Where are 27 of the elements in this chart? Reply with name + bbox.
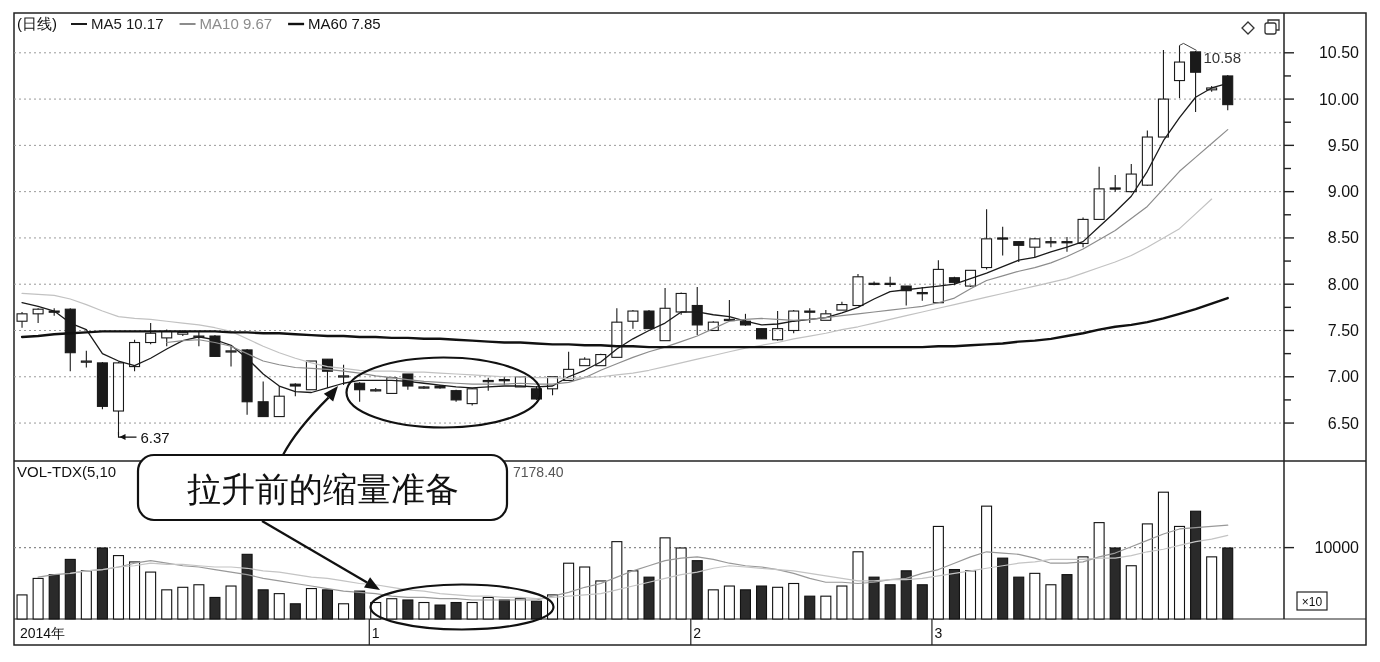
legend-item: MA10 9.67 [178,15,273,32]
text: 7178.40 [513,464,564,480]
legend-item: MA5 10.17 [70,15,164,32]
chart-title: (日线) [17,15,57,32]
x-tick-label: 3 [934,625,943,641]
x-tick-label: 2 [693,625,702,641]
text: 10000 [1314,539,1360,557]
y-tick-label: 8.50 [1327,229,1360,247]
y-tick-label: 9.50 [1327,136,1360,154]
annotation: 10.58 [1203,48,1242,66]
y-tick-label: 6.50 [1327,414,1360,432]
y-tick-label: 10.00 [1318,90,1360,108]
y-tick-label: 10.50 [1318,44,1360,62]
annotation: 6.37 [140,428,170,446]
y-tick-label: 7.00 [1327,368,1360,386]
text: ×10 [1301,594,1323,609]
y-tick-label: 8.00 [1327,275,1360,293]
y-tick-label: 9.00 [1327,183,1360,201]
text: 2014年 [20,625,66,641]
annotation: 拉升前的缩量准备 [186,470,459,508]
legend-label: MA5 10.17 [91,15,164,32]
legend-label: MA60 7.85 [308,15,381,32]
y-tick-label: 7.50 [1327,321,1360,339]
legend-item: MA60 7.85 [288,15,381,32]
chart-title: VOL-TDX(5,10 [17,463,117,480]
legend-label: MA10 9.67 [199,15,273,32]
x-tick-label: 1 [371,625,380,641]
